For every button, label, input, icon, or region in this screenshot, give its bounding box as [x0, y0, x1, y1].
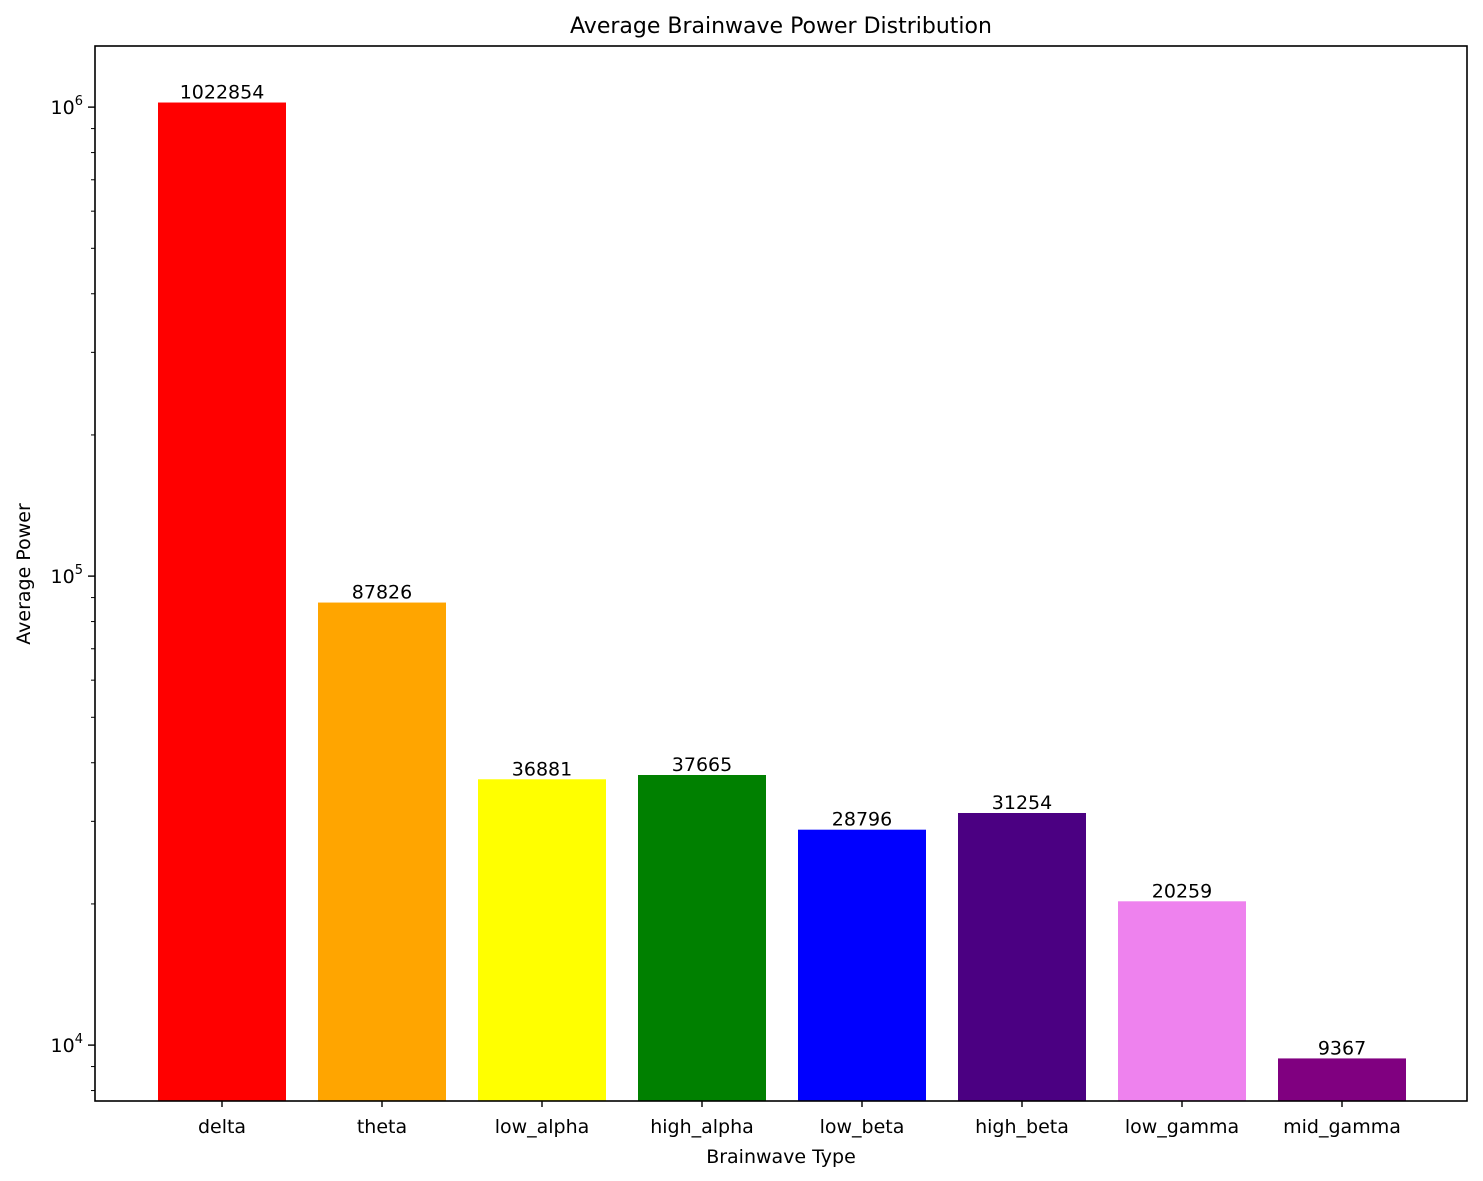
bar-low-gamma [1118, 901, 1246, 1101]
y-tick-exponent: 4 [75, 1032, 83, 1047]
x-tick-label: theta [357, 1116, 407, 1138]
bar-value-label: 28796 [832, 809, 892, 831]
x-tick-label: low_alpha [495, 1116, 590, 1138]
y-tick-exponent: 6 [75, 94, 83, 109]
bar-value-label: 37665 [672, 754, 732, 776]
bars-layer [158, 102, 1406, 1102]
bar-high-alpha [638, 774, 766, 1101]
y-tick-label: 106 [51, 94, 83, 119]
bar-value-label: 1022854 [180, 82, 265, 104]
y-tick-label: 104 [51, 1032, 83, 1057]
x-tick-label: low_gamma [1125, 1116, 1239, 1138]
bar-mid-gamma [1278, 1058, 1406, 1101]
bar-value-label: 31254 [992, 792, 1052, 814]
bar-value-label: 36881 [512, 758, 572, 780]
plot-area-frame [94, 45, 1468, 1102]
bar-value-label: 9367 [1318, 1037, 1366, 1059]
x-tick-label: mid_gamma [1283, 1116, 1401, 1138]
bar-theta [318, 602, 446, 1101]
x-axis-ticks: delta theta low_alpha high_alpha low_beta hig… [198, 1101, 1401, 1138]
value-labels-layer: 1022854 87826 36881 37665 28796 31254 20259 936… [180, 82, 1366, 1060]
bar-value-label: 87826 [352, 582, 412, 604]
y-axis-label: Average Power [13, 503, 35, 645]
x-tick-label: delta [198, 1116, 246, 1138]
y-tick-base: 10 [51, 97, 75, 119]
y-tick-exponent: 5 [75, 563, 83, 578]
x-tick-label: high_beta [975, 1116, 1069, 1138]
y-tick-base: 10 [51, 1035, 75, 1057]
bar-low-beta [798, 829, 926, 1101]
bar-value-label: 20259 [1152, 880, 1212, 902]
bar-high-beta [958, 812, 1086, 1101]
y-tick-base: 10 [51, 566, 75, 588]
bar-low-alpha [478, 779, 606, 1101]
x-tick-label: high_alpha [650, 1116, 754, 1138]
x-axis-label: Brainwave Type [706, 1146, 856, 1168]
x-tick-label: low_beta [820, 1116, 905, 1138]
chart-title: Average Brainwave Power Distribution [570, 14, 992, 39]
y-tick-label: 105 [51, 563, 83, 588]
bar-delta [158, 102, 286, 1102]
